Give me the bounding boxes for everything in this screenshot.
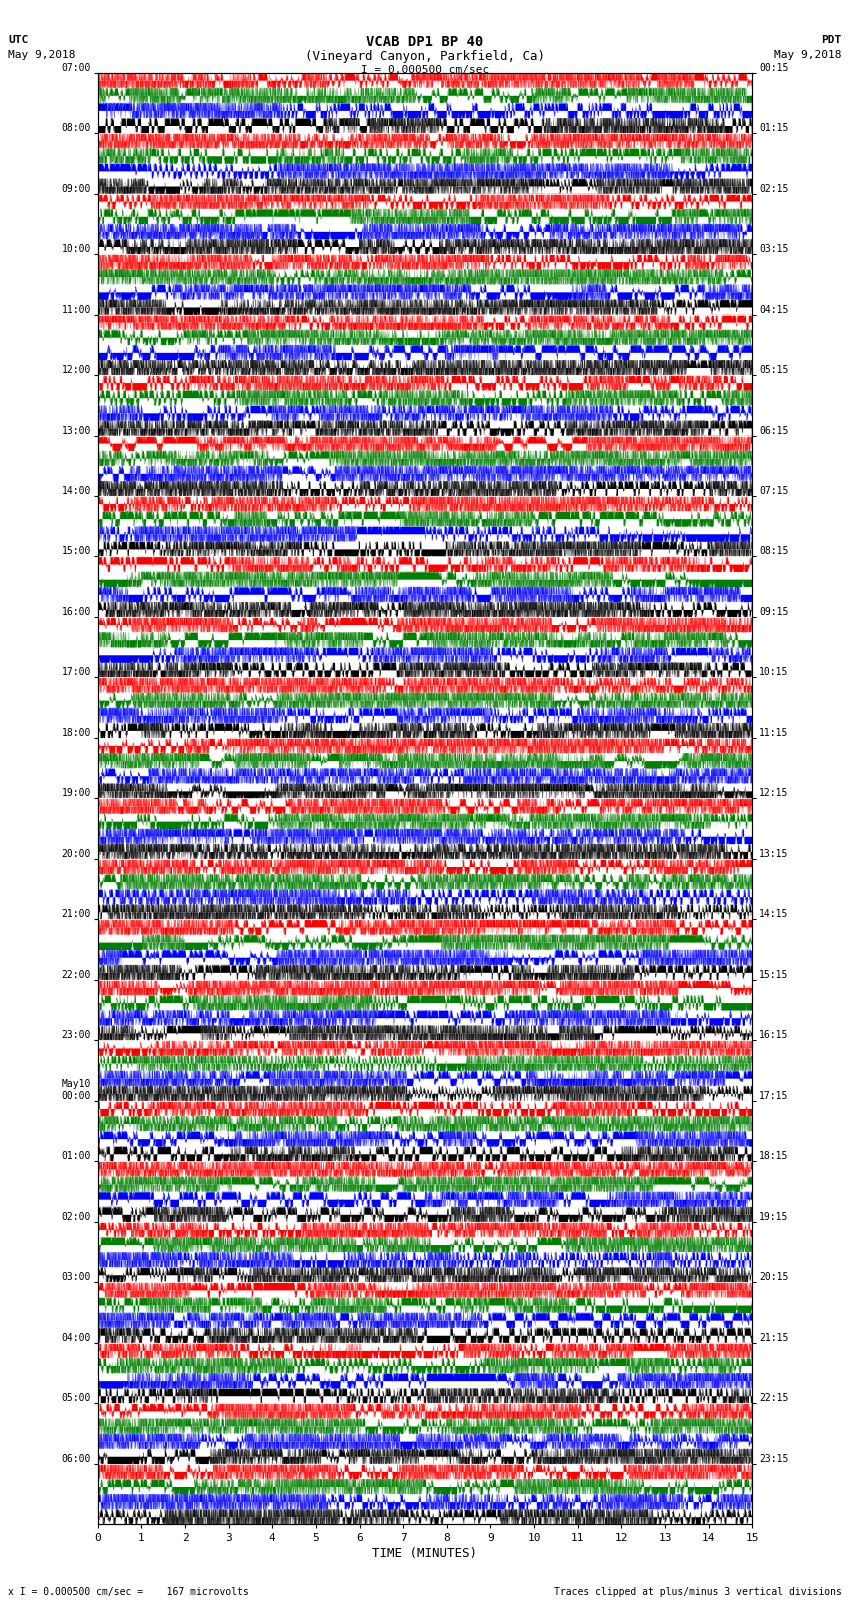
X-axis label: TIME (MINUTES): TIME (MINUTES) xyxy=(372,1547,478,1560)
Text: (Vineyard Canyon, Parkfield, Ca): (Vineyard Canyon, Parkfield, Ca) xyxy=(305,50,545,63)
Text: PDT: PDT xyxy=(821,35,842,45)
Text: Traces clipped at plus/minus 3 vertical divisions: Traces clipped at plus/minus 3 vertical … xyxy=(553,1587,842,1597)
Text: x I = 0.000500 cm/sec =    167 microvolts: x I = 0.000500 cm/sec = 167 microvolts xyxy=(8,1587,249,1597)
Text: I = 0.000500 cm/sec: I = 0.000500 cm/sec xyxy=(361,65,489,74)
Text: VCAB DP1 BP 40: VCAB DP1 BP 40 xyxy=(366,35,484,50)
Text: May 9,2018: May 9,2018 xyxy=(774,50,842,60)
Text: May 9,2018: May 9,2018 xyxy=(8,50,76,60)
Text: UTC: UTC xyxy=(8,35,29,45)
